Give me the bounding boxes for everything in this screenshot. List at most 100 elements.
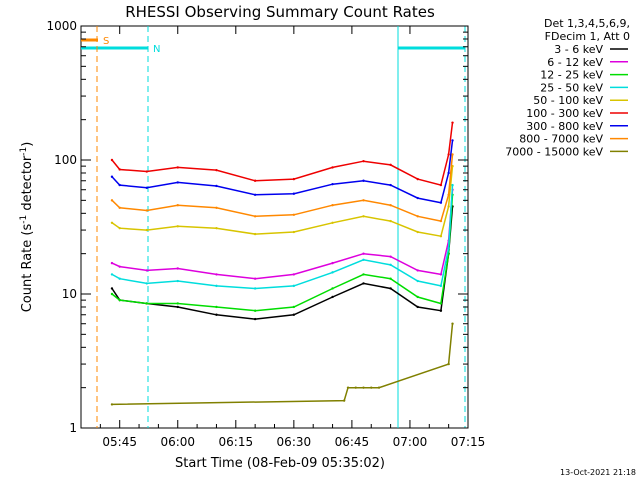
data-point [145, 170, 148, 173]
data-point [253, 215, 257, 218]
data-point [362, 252, 365, 255]
chart-title: RHESSI Observing Summary Count Rates [125, 3, 435, 21]
data-point [362, 282, 365, 285]
data-point [110, 175, 114, 178]
data-point [389, 203, 392, 207]
data-point [362, 386, 365, 389]
y-tick-label: 1000 [46, 19, 77, 33]
data-point [362, 179, 365, 182]
series-line [111, 122, 454, 187]
data-point [253, 232, 257, 236]
data-point [362, 215, 365, 218]
x-tick-label: 06:15 [219, 435, 254, 449]
data-point [416, 295, 419, 299]
data-point [451, 153, 454, 156]
x-tick-label: 07:00 [393, 435, 428, 449]
legend-label: 100 - 300 keV [526, 107, 603, 120]
data-point [292, 273, 296, 276]
data-point [389, 163, 392, 167]
data-point [118, 265, 121, 268]
data-point [176, 203, 179, 207]
data-point [215, 184, 218, 188]
data-point [176, 267, 179, 270]
data-point [439, 219, 443, 223]
data-point [416, 269, 419, 272]
data-point [215, 226, 218, 230]
data-point [451, 322, 454, 325]
y-tick-label: 10 [62, 287, 77, 301]
series-group [110, 121, 454, 406]
x-axis-label: Start Time (08-Feb-09 05:35:02) [175, 456, 385, 471]
x-axis: 05:45 06:00 06:15 06:30 06:45 07:00 07:15 [99, 26, 485, 449]
data-point [215, 206, 218, 209]
data-point [110, 221, 114, 224]
series-line [111, 185, 454, 290]
data-point [447, 193, 450, 196]
data-point [451, 139, 454, 142]
data-point [362, 159, 365, 163]
data-point [176, 225, 179, 228]
data-point [118, 206, 121, 209]
legend-label: 50 - 100 keV [533, 94, 603, 107]
series-line [111, 140, 454, 204]
data-point [176, 279, 179, 283]
data-point [447, 246, 450, 250]
data-point [292, 284, 296, 288]
data-point [145, 209, 148, 212]
legend-label: 800 - 7000 keV [519, 133, 603, 146]
data-point [110, 292, 114, 296]
data-point [215, 305, 218, 309]
legend-header-line-2: FDecim 1, Att 0 [545, 30, 630, 43]
data-point [331, 166, 334, 169]
data-point [110, 261, 114, 265]
y-tick-label: 100 [54, 153, 77, 167]
series-line [111, 189, 454, 280]
data-point [118, 277, 121, 280]
data-point [389, 255, 392, 258]
data-point [447, 153, 450, 156]
data-point [439, 201, 443, 204]
data-point [389, 263, 392, 267]
data-point [416, 196, 419, 200]
y-axis: 1 10 100 1000 [46, 19, 468, 435]
x-tick-label: 06:00 [160, 435, 195, 449]
data-point [215, 273, 218, 276]
data-point [176, 305, 179, 309]
annotation-layer: S N [81, 26, 466, 428]
data-point [389, 277, 392, 280]
data-point [215, 168, 218, 172]
data-point [118, 298, 121, 302]
data-point [145, 302, 148, 305]
data-point [110, 403, 114, 406]
data-point [215, 284, 218, 288]
data-point [292, 192, 296, 195]
data-point [331, 221, 334, 224]
x-tick-label: 05:45 [102, 435, 137, 449]
data-point [118, 168, 121, 171]
data-point [362, 258, 365, 261]
data-point [447, 205, 450, 208]
night-label: N [153, 44, 160, 55]
data-point [342, 399, 346, 402]
data-point [331, 287, 334, 290]
data-point [447, 362, 450, 366]
data-point [416, 215, 419, 218]
data-point [292, 313, 296, 316]
data-point [447, 171, 450, 175]
legend-header-line-1: Det 1,3,4,5,6,9, [544, 17, 630, 30]
data-point [176, 166, 179, 169]
legend: Det 1,3,4,5,6,9, FDecim 1, Att 0 3 - 6 k… [505, 17, 630, 158]
data-point [253, 287, 257, 290]
series-line [111, 154, 454, 222]
data-point [110, 273, 114, 276]
data-point [416, 279, 419, 283]
data-point [292, 213, 296, 216]
data-point [439, 284, 443, 288]
data-point [416, 177, 419, 181]
attenuator-state-label: S [103, 36, 109, 47]
data-point [346, 386, 350, 389]
data-point [145, 228, 148, 232]
data-point [389, 183, 392, 187]
y-axis-label: Count Rate (s-1 detector-1) [19, 142, 35, 313]
